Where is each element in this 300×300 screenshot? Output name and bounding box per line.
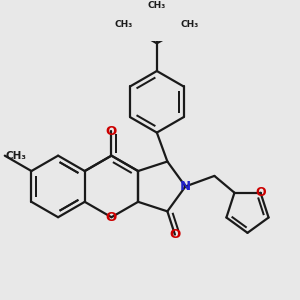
Text: O: O	[169, 228, 181, 241]
Text: O: O	[106, 125, 117, 138]
Text: CH₃: CH₃	[181, 20, 199, 29]
Text: N: N	[180, 180, 191, 193]
Text: O: O	[255, 186, 266, 199]
Text: CH₃: CH₃	[115, 20, 133, 29]
Text: CH₃: CH₃	[5, 151, 26, 160]
Text: O: O	[106, 211, 117, 224]
Text: CH₃: CH₃	[148, 1, 166, 10]
